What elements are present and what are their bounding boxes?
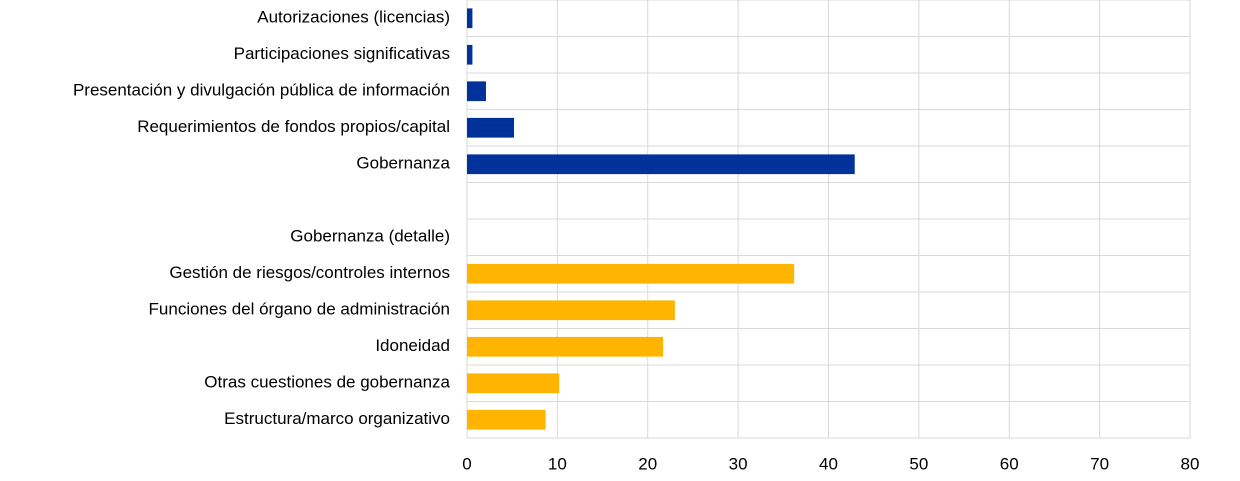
y-tick-label: Autorizaciones (licencias) bbox=[257, 8, 450, 27]
y-tick-label: Gobernanza bbox=[356, 154, 450, 173]
x-tick-label: 30 bbox=[729, 454, 748, 473]
x-tick-label: 40 bbox=[819, 454, 838, 473]
bar bbox=[467, 263, 795, 284]
bar bbox=[467, 8, 473, 29]
x-tick-label: 70 bbox=[1090, 454, 1109, 473]
x-tick-label: 20 bbox=[638, 454, 657, 473]
y-tick-label: Estructura/marco organizativo bbox=[224, 409, 450, 428]
y-tick-label: Idoneidad bbox=[375, 336, 450, 355]
bar bbox=[467, 117, 514, 138]
bar bbox=[467, 81, 486, 102]
bar bbox=[467, 154, 855, 175]
y-tick-label: Presentación y divulgación pública de in… bbox=[73, 81, 450, 100]
x-tick-label: 50 bbox=[909, 454, 928, 473]
y-tick-label: Participaciones significativas bbox=[234, 44, 450, 63]
bar bbox=[467, 373, 560, 394]
y-tick-label: Funciones del órgano de administración bbox=[149, 300, 450, 319]
x-tick-label: 60 bbox=[1000, 454, 1019, 473]
x-tick-label: 10 bbox=[548, 454, 567, 473]
x-tick-label: 80 bbox=[1181, 454, 1200, 473]
y-tick-label: Requerimientos de fondos propios/capital bbox=[137, 117, 450, 136]
bar bbox=[467, 44, 473, 65]
y-tick-label: Otras cuestiones de gobernanza bbox=[204, 373, 450, 392]
y-tick-label: Gestión de riesgos/controles internos bbox=[169, 263, 450, 282]
bar bbox=[467, 336, 664, 357]
bar bbox=[467, 300, 675, 321]
y-tick-label: Gobernanza (detalle) bbox=[290, 227, 450, 246]
bar bbox=[467, 409, 546, 430]
x-tick-label: 0 bbox=[462, 454, 471, 473]
